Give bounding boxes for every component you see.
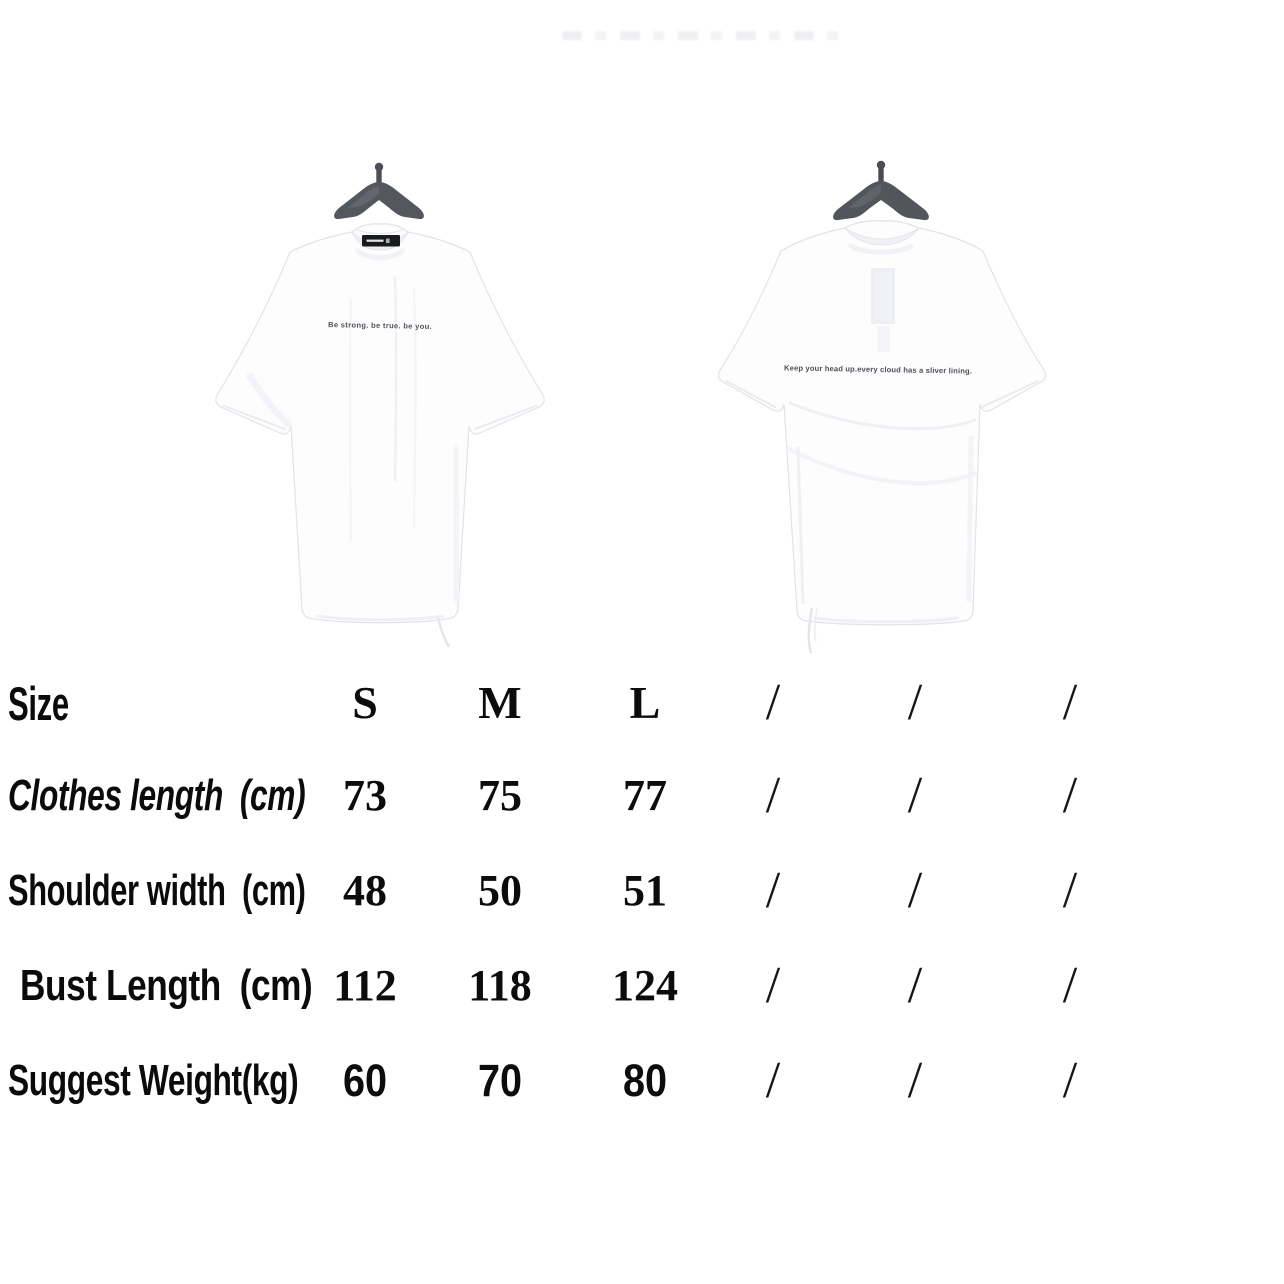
- table-cell: 73: [343, 770, 387, 820]
- table-cell: /: [765, 956, 781, 1014]
- row-label-clothes-length: Clothes length (cm): [8, 770, 306, 820]
- row-label-suggest-weight: Suggest Weight(kg): [8, 1055, 299, 1105]
- table-cell: 124: [612, 960, 678, 1010]
- table-row-shoulder-width: Shoulder width (cm) 48 50 51 / / /: [0, 843, 1284, 938]
- inner-tag: [871, 268, 895, 352]
- table-cell: 112: [333, 960, 397, 1010]
- table-cell: /: [765, 766, 781, 824]
- hanger-icon: [334, 162, 424, 220]
- table-cell: /: [1062, 766, 1078, 824]
- back-tshirt-photo: Keep your head up.every cloud has a sliv…: [718, 160, 1046, 654]
- table-cell: /: [907, 1051, 923, 1109]
- drawstring: [807, 607, 818, 654]
- watermark: [562, 31, 840, 40]
- table-cell-size-na3: /: [1062, 674, 1078, 731]
- fabric-shading: [725, 243, 1039, 624]
- table-cell: /: [765, 861, 781, 919]
- table-cell: /: [907, 861, 923, 919]
- front-tshirt-photo: Be strong. be true. be you.: [215, 162, 545, 648]
- table-cell: 77: [623, 770, 667, 820]
- collar-label: [362, 235, 400, 247]
- table-cell-size-na2: /: [907, 674, 923, 731]
- front-print-text: Be strong. be true. be you.: [328, 320, 432, 331]
- row-label-bust-length: Bust Length (cm): [20, 960, 313, 1010]
- table-cell: 50: [478, 865, 522, 915]
- row-label-shoulder-width: Shoulder width (cm): [8, 865, 306, 915]
- table-cell-size-l: L: [629, 677, 661, 728]
- collar: [844, 227, 920, 246]
- table-cell: /: [1062, 1051, 1078, 1109]
- table-cell: 75: [478, 770, 522, 820]
- table-cell: 60: [342, 1055, 388, 1106]
- table-cell-size-m: M: [478, 677, 522, 728]
- size-table: Size S M L / / / Clothes length (cm) 73 …: [0, 658, 1284, 1128]
- table-cell: 80: [622, 1055, 668, 1106]
- table-cell: 118: [468, 960, 532, 1010]
- fabric-shading: [223, 248, 537, 622]
- tshirt-front-body: [215, 223, 545, 624]
- table-cell: /: [765, 1051, 781, 1109]
- table-cell: /: [907, 766, 923, 824]
- table-row-suggest-weight: Suggest Weight(kg) 60 70 80 / / /: [0, 1033, 1284, 1128]
- table-cell: /: [907, 956, 923, 1014]
- hanger-icon: [833, 160, 929, 221]
- table-row-bust-length: Bust Length (cm) 112 118 124 / / /: [0, 938, 1284, 1033]
- table-cell-size-s: S: [352, 677, 378, 728]
- table-cell: 51: [623, 865, 667, 915]
- row-label-size: Size: [8, 676, 69, 730]
- table-cell: 48: [343, 865, 387, 915]
- table-cell: /: [1062, 956, 1078, 1014]
- drawstring: [436, 616, 451, 648]
- table-cell: 70: [477, 1055, 523, 1106]
- table-cell-size-na1: /: [765, 674, 781, 731]
- back-print-text: Keep your head up.every cloud has a sliv…: [784, 363, 972, 375]
- table-row-size: Size S M L / / /: [0, 658, 1284, 748]
- table-cell: /: [1062, 861, 1078, 919]
- table-row-clothes-length: Clothes length (cm) 73 75 77 / / /: [0, 748, 1284, 843]
